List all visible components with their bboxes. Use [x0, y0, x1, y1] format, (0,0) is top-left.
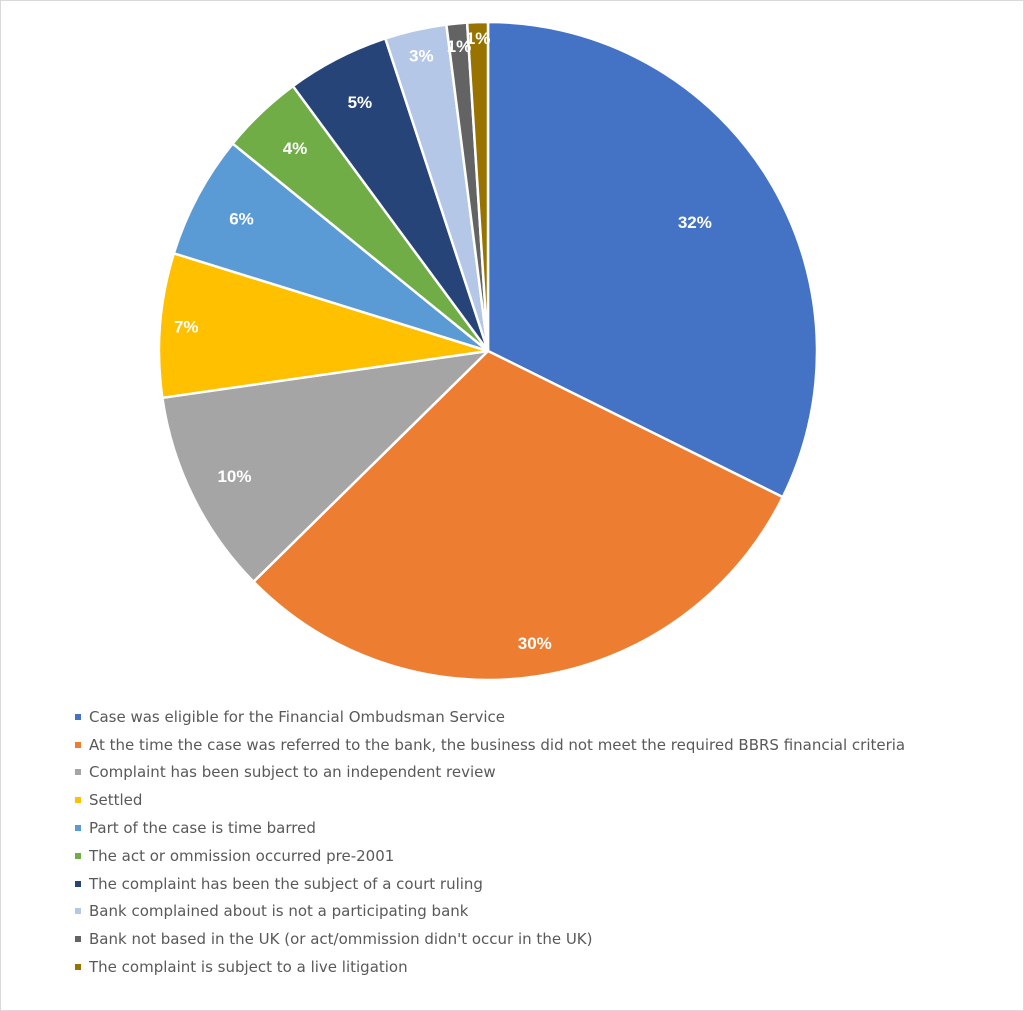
legend-entry-3: Complaint has been subject to an indepen… [75, 759, 905, 787]
legend-swatch-3 [75, 769, 81, 776]
legend-swatch-6 [75, 852, 81, 859]
legend-swatch-10 [75, 964, 81, 971]
legend-entry-9: Bank not based in the UK (or act/ommissi… [75, 925, 905, 953]
data-label-4: 7% [174, 318, 199, 337]
pie-slice-3 [161, 349, 490, 584]
legend-label-9: Bank not based in the UK (or act/ommissi… [89, 930, 593, 949]
legend-entry-4: Settled [75, 786, 905, 814]
legend-entry-1: Case was eligible for the Financial Ombu… [75, 703, 905, 731]
legend-label-6: The act or ommission occurred pre-2001 [89, 846, 395, 865]
legend-entry-6: The act or ommission occurred pre-2001 [75, 842, 905, 870]
data-label-1: 32% [678, 213, 712, 232]
legend-label-2: At the time the case was referred to the… [89, 735, 906, 754]
legend-entry-10: The complaint is subject to a live litig… [75, 953, 905, 981]
data-label-7: 5% [348, 93, 373, 112]
data-label-5: 6% [229, 209, 254, 228]
data-label-9: 1% [447, 37, 472, 56]
data-label-8: 3% [409, 46, 434, 65]
chart-legend: Case was eligible for the Financial Ombu… [75, 703, 905, 981]
legend-swatch-1 [75, 713, 81, 720]
data-label-6: 4% [283, 139, 308, 158]
pie-slice-4 [157, 252, 490, 400]
legend-swatch-8 [75, 908, 81, 915]
legend-swatch-4 [75, 797, 81, 804]
legend-swatch-2 [75, 741, 81, 748]
pie-chart: 32% 30% 10% 7% 6% 4% 5% 3% 1%1% [157, 20, 819, 682]
data-label-10: 1% [466, 29, 491, 48]
data-label-2: 30% [518, 634, 552, 653]
legend-swatch-7 [75, 880, 81, 887]
legend-label-3: Complaint has been subject to an indepen… [89, 763, 496, 782]
legend-entry-7: The complaint has been the subject of a … [75, 870, 905, 898]
legend-entry-2: At the time the case was referred to the… [75, 731, 905, 759]
pie-slice-1 [486, 20, 819, 499]
legend-swatch-5 [75, 825, 81, 832]
legend-label-4: Settled [89, 791, 143, 810]
legend-label-1: Case was eligible for the Financial Ombu… [89, 707, 505, 726]
legend-label-7: The complaint has been the subject of a … [89, 874, 483, 893]
pie-slice-5 [172, 142, 490, 353]
legend-label-8: Bank complained about is not a participa… [89, 902, 469, 921]
legend-label-10: The complaint is subject to a live litig… [89, 958, 408, 977]
pie-slice-2 [252, 349, 785, 682]
legend-entry-5: Part of the case is time barred [75, 814, 905, 842]
legend-label-5: Part of the case is time barred [89, 819, 316, 838]
legend-entry-8: Bank complained about is not a participa… [75, 898, 905, 926]
data-label-3: 10% [217, 467, 251, 486]
legend-swatch-9 [75, 936, 81, 943]
pie-slice-10 [465, 20, 490, 353]
